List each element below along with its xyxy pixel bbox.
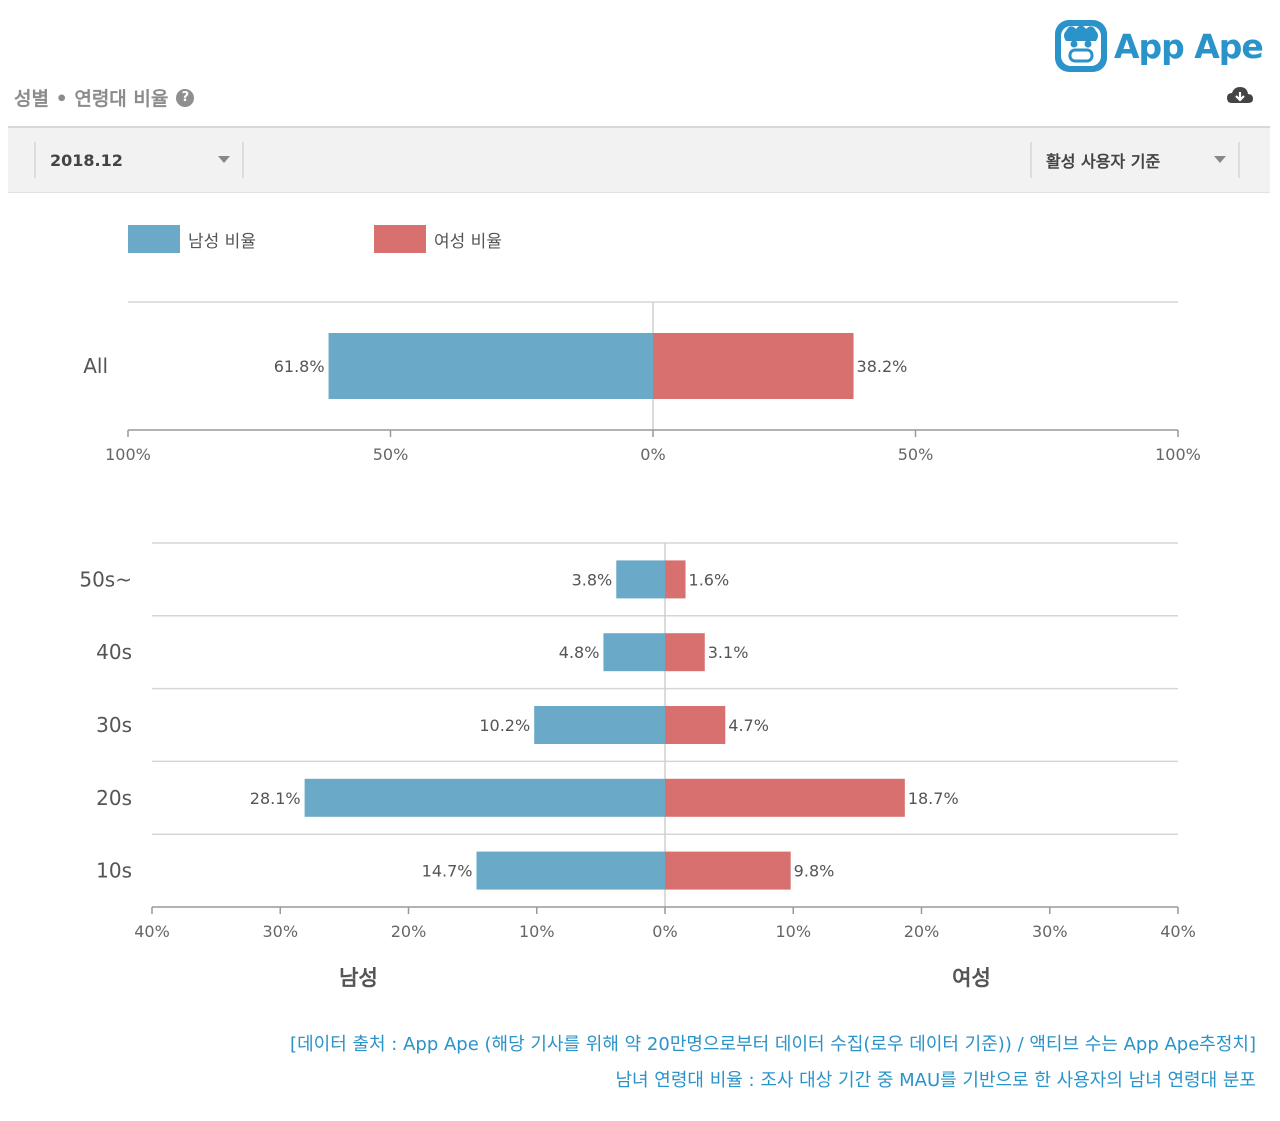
x-tick-label: 100% xyxy=(1155,445,1201,464)
x-axis-label-male: 남성 xyxy=(339,966,378,990)
data-label-male: 61.8% xyxy=(274,357,325,376)
page-title: 성별 • 연령대 비율 xyxy=(14,88,169,110)
legend-label-male: 남성 비율 xyxy=(188,231,256,252)
x-tick-label: 0% xyxy=(652,922,677,941)
data-label-male: 4.8% xyxy=(559,643,600,662)
data-label-male: 3.8% xyxy=(572,570,613,589)
x-tick-label: 20% xyxy=(391,922,427,941)
category-label: All xyxy=(83,354,108,378)
category-label: 10s xyxy=(96,859,132,883)
legend-item-male: 남성 비율 xyxy=(128,225,256,253)
x-tick-label: 10% xyxy=(519,922,555,941)
x-tick-label: 40% xyxy=(134,922,170,941)
user-basis-select[interactable]: 활성 사용자 기준 xyxy=(1030,142,1240,178)
chevron-down-icon xyxy=(218,156,230,163)
bar-male xyxy=(328,333,653,399)
x-axis-label-female: 여성 xyxy=(952,966,991,990)
x-tick-label: 30% xyxy=(262,922,298,941)
data-label-female: 9.8% xyxy=(794,862,835,881)
bar-male xyxy=(304,778,665,817)
category-label: 40s xyxy=(96,640,132,664)
brand-name: App Ape xyxy=(1114,26,1264,66)
overall-gender-chart: 100% 50% 0% 50% 100% All 61.8% 38.2% xyxy=(83,301,1201,464)
bar-male xyxy=(534,706,665,744)
bar-female xyxy=(665,706,726,744)
filter-toolbar: 2018.12 활성 사용자 기준 xyxy=(8,126,1270,193)
data-label-female: 4.7% xyxy=(728,716,769,735)
question-circle-icon[interactable]: ? xyxy=(176,88,195,107)
chevron-down-icon xyxy=(1214,156,1226,163)
x-tick-label: 40% xyxy=(1160,922,1196,941)
legend-label-female: 여성 비율 xyxy=(434,231,502,252)
data-label-female: 38.2% xyxy=(857,357,908,376)
brand-logo: App Ape xyxy=(1052,16,1264,76)
data-label-female: 3.1% xyxy=(708,643,749,662)
monkey-face-icon xyxy=(1055,20,1107,72)
bar-female xyxy=(665,633,705,672)
legend-item-female: 여성 비율 xyxy=(374,225,502,253)
data-label-female: 18.7% xyxy=(908,789,959,808)
x-tick-label: 50% xyxy=(373,445,409,464)
legend-swatch-male xyxy=(128,225,180,253)
source-footnote: [데이터 출처 : App Ape (해당 기사를 위해 약 20만명으로부터 … xyxy=(290,1034,1256,1055)
bar-female xyxy=(665,851,791,890)
legend-swatch-female xyxy=(374,225,426,253)
bar-female xyxy=(665,778,905,817)
cloud-download-icon[interactable] xyxy=(1226,85,1254,107)
bar-male xyxy=(603,633,665,672)
user-basis-select-value: 활성 사용자 기준 xyxy=(1046,152,1161,171)
x-tick-label: 20% xyxy=(904,922,940,941)
data-label-male: 14.7% xyxy=(422,862,473,881)
x-tick-label: 0% xyxy=(640,445,665,464)
data-label-male: 10.2% xyxy=(479,716,530,735)
month-select[interactable]: 2018.12 xyxy=(34,142,244,178)
x-tick-label: 100% xyxy=(105,445,151,464)
bar-female xyxy=(665,560,686,599)
bar-male xyxy=(616,560,665,599)
x-tick-label: 50% xyxy=(898,445,934,464)
data-label-female: 1.6% xyxy=(689,570,730,589)
bar-male xyxy=(476,851,665,890)
month-select-value: 2018.12 xyxy=(50,150,123,170)
x-tick-label: 30% xyxy=(1032,922,1068,941)
category-label: 50s~ xyxy=(79,567,132,591)
bar-female xyxy=(653,333,854,399)
x-tick-label: 10% xyxy=(775,922,811,941)
section-title: 성별 • 연령대 비율 ? xyxy=(14,84,195,111)
age-gender-chart: 40% 30% 20% 10% 0% 10% 20% 30% 40% 50s~ 3.8% 1.6% 40… xyxy=(79,542,1196,990)
definition-footnote: 남녀 연령대 비율 : 조사 대상 기간 중 MAU를 기반으로 한 사용자의 … xyxy=(615,1070,1256,1091)
category-label: 20s xyxy=(96,786,132,810)
category-label: 30s xyxy=(96,713,132,737)
data-label-male: 28.1% xyxy=(250,789,301,808)
